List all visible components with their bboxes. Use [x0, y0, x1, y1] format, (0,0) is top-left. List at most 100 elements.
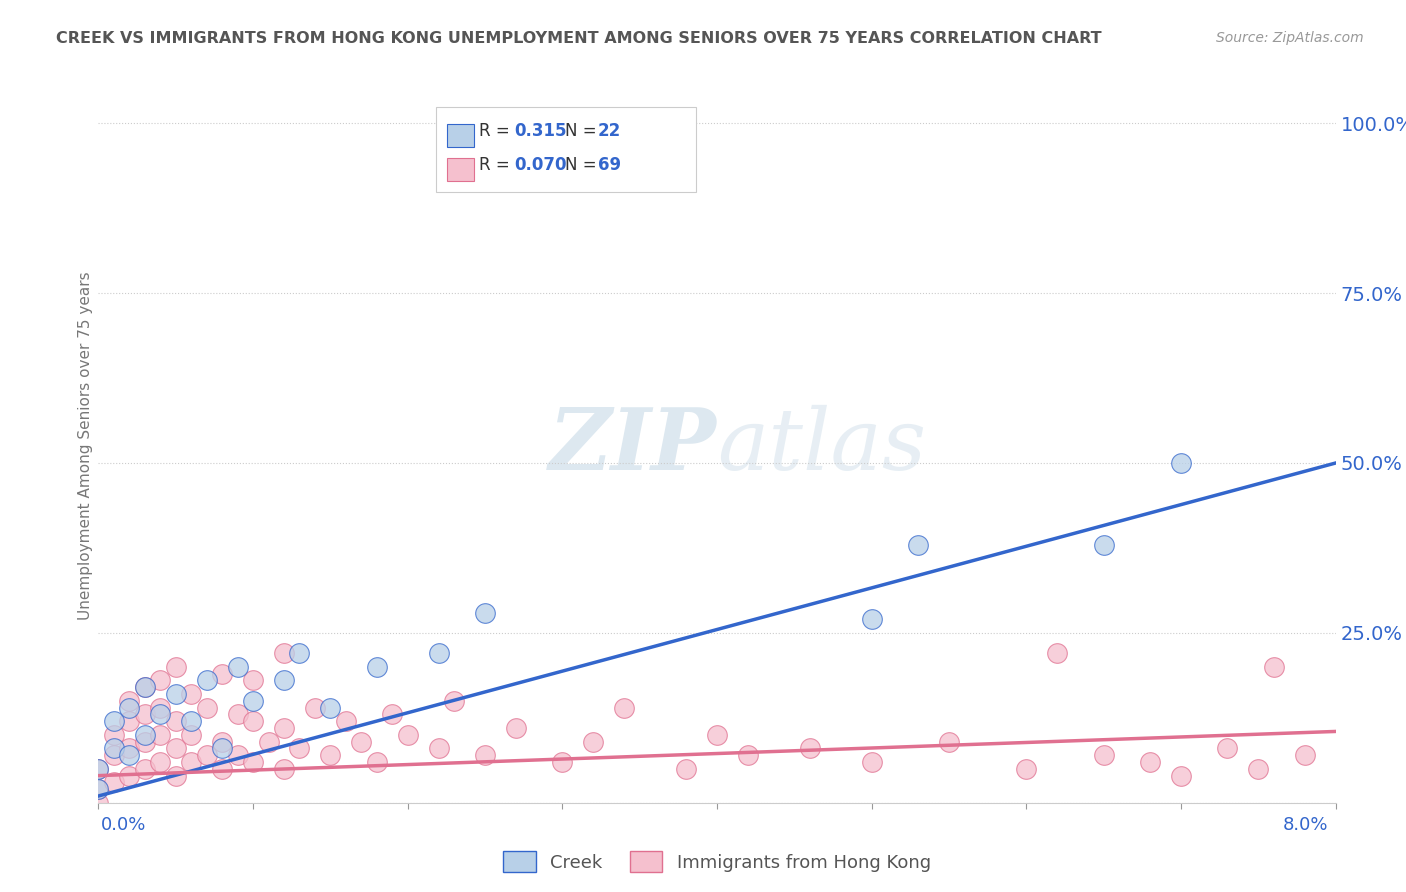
- Point: [1170, 769, 1192, 783]
- Point: [103, 748, 125, 763]
- Text: N =: N =: [565, 122, 602, 140]
- Point: [180, 687, 202, 701]
- Point: [675, 762, 697, 776]
- Point: [288, 741, 311, 756]
- Text: 0.0%: 0.0%: [101, 816, 146, 834]
- Point: [242, 714, 264, 729]
- Point: [118, 700, 141, 714]
- Point: [737, 748, 759, 763]
- Point: [134, 734, 156, 748]
- Point: [860, 755, 883, 769]
- Point: [165, 687, 187, 701]
- Point: [149, 728, 172, 742]
- Point: [427, 741, 450, 756]
- Point: [87, 762, 110, 776]
- Text: 0.315: 0.315: [515, 122, 567, 140]
- Point: [134, 680, 156, 694]
- Point: [319, 700, 342, 714]
- Point: [938, 734, 960, 748]
- Point: [1170, 456, 1192, 470]
- Point: [226, 707, 249, 722]
- Point: [1294, 748, 1316, 763]
- Point: [366, 755, 388, 769]
- Point: [195, 673, 218, 688]
- Point: [381, 707, 404, 722]
- Point: [396, 728, 419, 742]
- Point: [273, 762, 295, 776]
- Point: [1092, 537, 1115, 551]
- Point: [195, 700, 218, 714]
- Point: [87, 782, 110, 797]
- Point: [860, 612, 883, 626]
- Point: [288, 646, 311, 660]
- Point: [134, 728, 156, 742]
- Text: ZIP: ZIP: [550, 404, 717, 488]
- Point: [134, 680, 156, 694]
- Point: [242, 755, 264, 769]
- Point: [1247, 762, 1270, 776]
- Point: [1046, 646, 1069, 660]
- Point: [474, 748, 496, 763]
- Point: [134, 707, 156, 722]
- Point: [474, 606, 496, 620]
- Point: [304, 700, 326, 714]
- Point: [1216, 741, 1239, 756]
- Point: [195, 748, 218, 763]
- Text: N =: N =: [565, 156, 602, 174]
- Point: [211, 741, 233, 756]
- Point: [149, 673, 172, 688]
- Point: [118, 714, 141, 729]
- Point: [582, 734, 605, 748]
- Text: R =: R =: [479, 156, 516, 174]
- Text: 69: 69: [598, 156, 620, 174]
- Text: CREEK VS IMMIGRANTS FROM HONG KONG UNEMPLOYMENT AMONG SENIORS OVER 75 YEARS CORR: CREEK VS IMMIGRANTS FROM HONG KONG UNEMP…: [56, 31, 1102, 46]
- Point: [211, 762, 233, 776]
- Point: [242, 673, 264, 688]
- Point: [149, 700, 172, 714]
- Text: 22: 22: [598, 122, 621, 140]
- Point: [103, 728, 125, 742]
- Point: [273, 646, 295, 660]
- Point: [87, 762, 110, 776]
- Point: [149, 707, 172, 722]
- Point: [1015, 762, 1038, 776]
- Point: [103, 741, 125, 756]
- Point: [1263, 660, 1285, 674]
- Point: [706, 728, 728, 742]
- Y-axis label: Unemployment Among Seniors over 75 years: Unemployment Among Seniors over 75 years: [77, 272, 93, 620]
- Point: [350, 734, 373, 748]
- Point: [319, 748, 342, 763]
- Point: [118, 769, 141, 783]
- Point: [273, 721, 295, 735]
- Point: [87, 782, 110, 797]
- Point: [273, 673, 295, 688]
- Point: [551, 755, 574, 769]
- Point: [613, 700, 636, 714]
- Point: [165, 769, 187, 783]
- Point: [180, 714, 202, 729]
- Text: atlas: atlas: [717, 405, 927, 487]
- Text: R =: R =: [479, 122, 516, 140]
- Point: [87, 796, 110, 810]
- Point: [118, 748, 141, 763]
- Point: [134, 762, 156, 776]
- Text: Source: ZipAtlas.com: Source: ZipAtlas.com: [1216, 31, 1364, 45]
- Point: [118, 741, 141, 756]
- Point: [242, 694, 264, 708]
- Point: [165, 660, 187, 674]
- Point: [1139, 755, 1161, 769]
- Point: [211, 734, 233, 748]
- Point: [180, 728, 202, 742]
- Point: [180, 755, 202, 769]
- Point: [165, 714, 187, 729]
- Point: [103, 714, 125, 729]
- Point: [103, 775, 125, 789]
- Text: 0.070: 0.070: [515, 156, 567, 174]
- Point: [149, 755, 172, 769]
- Text: 8.0%: 8.0%: [1284, 816, 1329, 834]
- Point: [165, 741, 187, 756]
- Point: [257, 734, 280, 748]
- Legend: Creek, Immigrants from Hong Kong: Creek, Immigrants from Hong Kong: [496, 844, 938, 880]
- Point: [226, 660, 249, 674]
- Point: [118, 694, 141, 708]
